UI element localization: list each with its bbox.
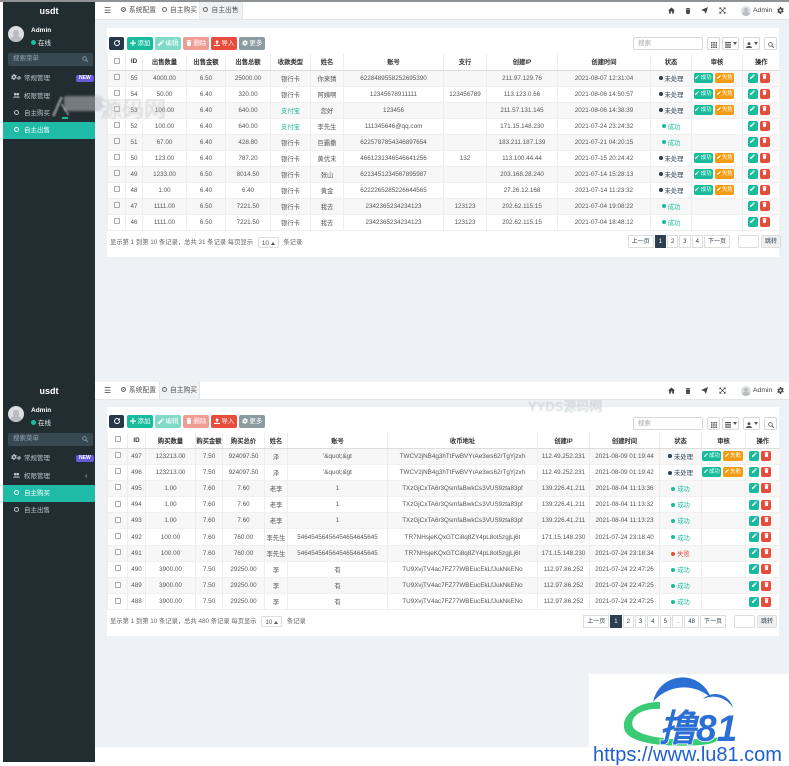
svg-text:撸81: 撸81 <box>659 708 737 749</box>
svg-text:https://www.lu81.com: https://www.lu81.com <box>593 744 782 766</box>
